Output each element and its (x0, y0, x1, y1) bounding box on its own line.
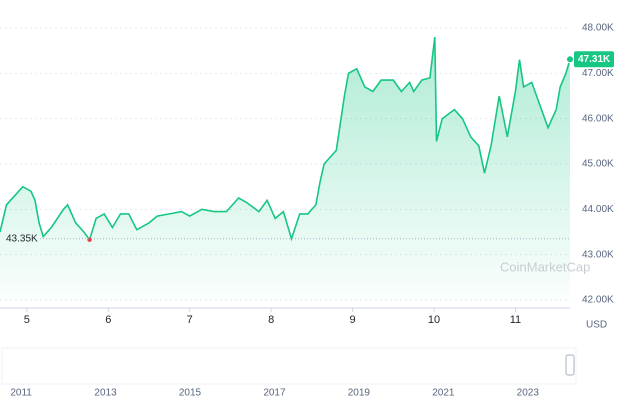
last-label: 47.31K (578, 54, 611, 65)
low-marker (87, 237, 92, 242)
price-line (0, 37, 571, 242)
navigator-tick-label: 2023 (517, 388, 540, 399)
y-tick-label: 47.00K (582, 68, 614, 79)
y-unit: USD (586, 320, 607, 331)
y-tick-label: 43.00K (582, 249, 614, 260)
watermark: CoinMarketCap (500, 259, 590, 274)
x-tick-label: 8 (268, 314, 274, 326)
navigator-tick-label: 2019 (348, 388, 371, 399)
x-tick-label: 5 (24, 314, 30, 326)
low-label: 43.35K (6, 233, 38, 244)
x-tick-label: 7 (187, 314, 193, 326)
area-fill (0, 37, 570, 300)
x-tick-label: 10 (428, 314, 440, 326)
y-tick-label: 48.00K (582, 23, 614, 34)
y-tick-label: 42.00K (582, 295, 614, 306)
navigator-tick-label: 2013 (94, 388, 117, 399)
y-tick-label: 46.00K (582, 113, 614, 124)
navigator-tick-label: 2017 (263, 388, 286, 399)
x-tick-label: 6 (105, 314, 111, 326)
navigator-tick-label: 2011 (10, 388, 32, 399)
navigator-handle[interactable] (565, 354, 575, 376)
x-tick-label: 9 (350, 314, 356, 326)
navigator-tick-label: 2021 (432, 388, 455, 399)
last-badge (574, 51, 614, 68)
navigator-tick-label: 2015 (179, 388, 202, 399)
plot: 42.00K 43.00K 44.00K 45.00K 46.00K 47.00K 48.0… (0, 23, 614, 399)
y-tick-label: 45.00K (582, 159, 614, 170)
x-tick-label: 11 (510, 314, 521, 326)
navigator[interactable] (1, 347, 577, 385)
y-tick-label: 44.00K (582, 204, 614, 215)
last-marker (566, 55, 574, 64)
